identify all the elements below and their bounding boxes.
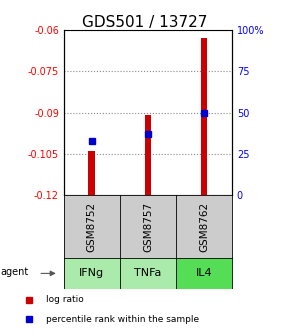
Text: GSM8757: GSM8757 xyxy=(143,202,153,252)
Text: GDS501 / 13727: GDS501 / 13727 xyxy=(82,15,208,30)
Text: GSM8762: GSM8762 xyxy=(199,202,209,252)
Bar xyxy=(88,151,95,195)
Bar xyxy=(144,115,151,195)
Text: IL4: IL4 xyxy=(196,268,212,279)
Text: log ratio: log ratio xyxy=(46,295,84,304)
Text: percentile rank within the sample: percentile rank within the sample xyxy=(46,315,200,324)
Text: agent: agent xyxy=(0,267,28,277)
Text: GSM8752: GSM8752 xyxy=(87,202,97,252)
Text: IFNg: IFNg xyxy=(79,268,104,279)
Text: TNFa: TNFa xyxy=(134,268,162,279)
Bar xyxy=(201,38,207,195)
